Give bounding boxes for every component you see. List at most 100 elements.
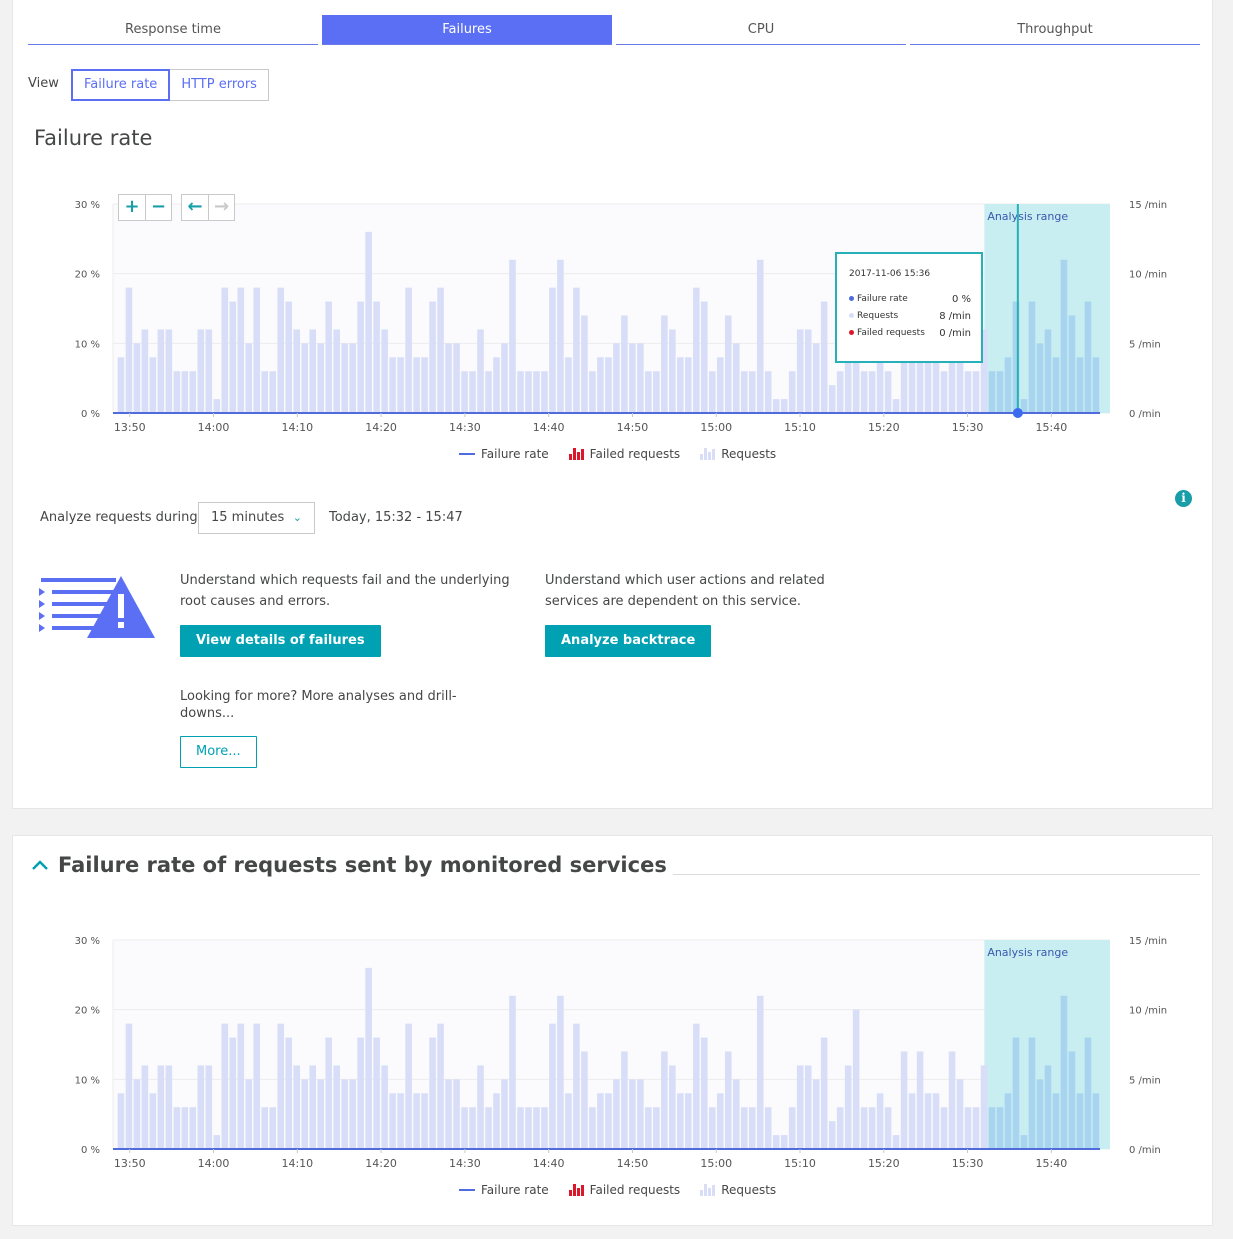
legend-failed-requests[interactable]: Failed requests xyxy=(568,1183,680,1197)
tab-failures[interactable]: Failures xyxy=(322,15,612,45)
requests-bar xyxy=(677,357,684,413)
requests-bar xyxy=(173,1107,181,1149)
requests-bar xyxy=(589,1107,596,1149)
requests-bar xyxy=(525,371,532,413)
requests-bar xyxy=(1012,301,1020,413)
requests-bar xyxy=(716,1093,724,1149)
more-button[interactable]: More... xyxy=(180,736,257,768)
requests-bar xyxy=(892,399,900,413)
requests-bar xyxy=(405,1023,412,1149)
chevron-up-icon[interactable] xyxy=(31,858,49,872)
tooltip-row-failure-rate: Failure rate 0 % xyxy=(849,294,971,305)
requests-bar xyxy=(1004,1093,1012,1149)
legend-label: Requests xyxy=(721,447,777,461)
requests-bar xyxy=(181,1107,189,1149)
requests-bar xyxy=(117,357,125,413)
requests-bar xyxy=(732,343,740,413)
tooltip-time: 2017-11-06 15:36 xyxy=(849,269,931,279)
legend-requests[interactable]: Requests xyxy=(700,447,776,461)
monitored-services-chart[interactable]: Analysis range 30 % 20 % 10 % 0 % 15 /min 10 /… xyxy=(13,926,1212,1216)
requests-bar xyxy=(181,371,189,413)
zoom-out-button[interactable]: − xyxy=(145,195,171,220)
requests-bar xyxy=(621,1051,628,1149)
view-label: View xyxy=(28,76,59,91)
requests-bar xyxy=(349,343,356,413)
tab-throughput[interactable]: Throughput xyxy=(910,15,1200,45)
requests-bar xyxy=(701,1037,708,1149)
chart-legend: Failure rate Failed requests Requests xyxy=(459,1182,796,1198)
requests-bar xyxy=(613,1079,620,1149)
requests-bar xyxy=(349,1079,356,1149)
requests-bar xyxy=(701,301,708,413)
y-left-tick-label: 10 % xyxy=(75,1075,100,1086)
requests-bar xyxy=(685,1093,692,1149)
analyze-backtrace-button[interactable]: Analyze backtrace xyxy=(545,625,712,657)
failure-rate-chart[interactable]: Analysis range 30 % 20 % 10 % 0 % 15 /min 10 /… xyxy=(13,190,1212,480)
requests-bar xyxy=(932,1093,940,1149)
x-tick-label: 14:00 xyxy=(198,421,230,434)
requests-bar xyxy=(653,1107,660,1149)
requests-bar xyxy=(693,1023,700,1149)
zoom-in-button[interactable]: + xyxy=(124,196,140,217)
view-failure-rate-button[interactable]: Failure rate xyxy=(71,69,171,101)
requests-bar xyxy=(317,343,324,413)
requests-bar xyxy=(980,1065,988,1149)
info-icon[interactable]: i xyxy=(1175,490,1192,507)
requests-bar xyxy=(860,371,868,413)
tab-cpu[interactable]: CPU xyxy=(616,15,906,45)
requests-bar xyxy=(197,329,205,413)
requests-bar xyxy=(485,371,492,413)
requests-bar xyxy=(237,287,245,413)
more-description: Looking for more? More analyses and dril… xyxy=(180,689,457,721)
x-tick-label: 15:30 xyxy=(952,421,984,434)
requests-bar xyxy=(405,287,412,413)
requests-bar xyxy=(804,329,812,413)
requests-bar xyxy=(389,1093,396,1149)
requests-bar xyxy=(581,1051,588,1149)
requests-bar xyxy=(876,357,884,413)
requests-bar xyxy=(205,329,213,413)
requests-bar xyxy=(932,357,940,413)
requests-bar xyxy=(189,1107,197,1149)
legend-failure-rate[interactable]: Failure rate xyxy=(459,1183,549,1197)
requests-bar xyxy=(908,357,916,413)
view-http-errors-button[interactable]: HTTP errors xyxy=(170,69,269,101)
requests-bar xyxy=(413,1093,420,1149)
requests-bar xyxy=(445,343,452,413)
y-right-tick-label: 15 /min xyxy=(1129,936,1167,947)
requests-bar xyxy=(357,1037,364,1149)
y-right-tick-label: 0 /min xyxy=(1129,409,1161,420)
requests-bar xyxy=(844,329,852,413)
requests-bar xyxy=(525,1107,532,1149)
requests-bar xyxy=(133,1079,141,1149)
requests-bar xyxy=(245,343,253,413)
legend-label: Requests xyxy=(721,1183,777,1197)
requests-bar xyxy=(325,1037,332,1149)
requests-bar xyxy=(916,1051,924,1149)
tab-response-time[interactable]: Response time xyxy=(28,15,318,45)
requests-bar xyxy=(732,1079,740,1149)
requests-bar xyxy=(621,315,628,413)
requests-bar xyxy=(1084,1037,1092,1149)
view-details-of-failures-button[interactable]: View details of failures xyxy=(180,625,381,657)
requests-bar xyxy=(213,399,221,413)
requests-bar xyxy=(205,1065,213,1149)
requests-bar xyxy=(780,399,788,413)
requests-bar xyxy=(517,371,524,413)
requests-bar xyxy=(197,1065,205,1149)
duration-dropdown[interactable]: 15 minutes ⌄ xyxy=(198,502,315,534)
legend-failed-requests[interactable]: Failed requests xyxy=(568,447,680,461)
requests-bar xyxy=(645,371,652,413)
section-title[interactable]: Failure rate of requests sent by monitor… xyxy=(58,853,673,877)
requests-bar xyxy=(653,371,660,413)
tooltip-value: 8 /min xyxy=(939,311,971,322)
pan-forward-button[interactable]: → xyxy=(208,195,234,220)
legend-requests[interactable]: Requests xyxy=(700,1183,776,1197)
line-swatch-icon xyxy=(459,1189,475,1191)
section-title: Failure rate xyxy=(34,126,153,150)
requests-bar xyxy=(820,301,828,413)
requests-bar xyxy=(357,301,364,413)
legend-failure-rate[interactable]: Failure rate xyxy=(459,447,549,461)
pan-back-button[interactable]: ← xyxy=(187,196,203,217)
blue-bars-swatch-icon xyxy=(700,1184,716,1196)
